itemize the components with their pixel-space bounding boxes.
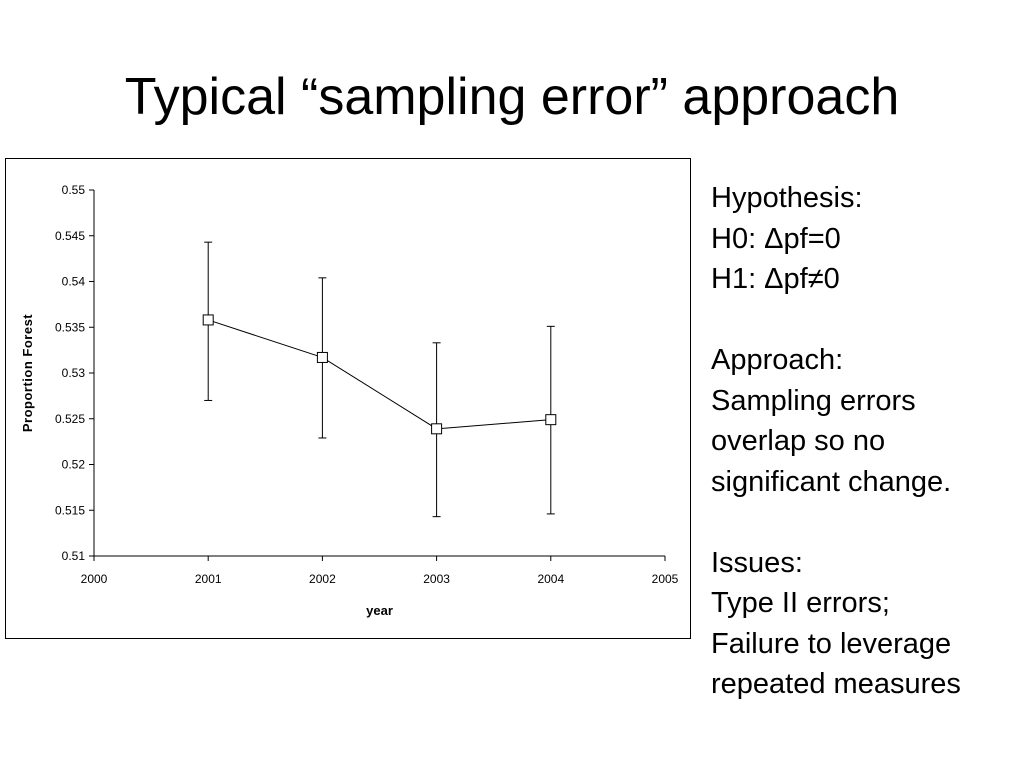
- data-point-marker: [202, 314, 214, 326]
- data-point-marker: [431, 423, 443, 435]
- y-tick-label: 0.51: [62, 549, 86, 563]
- notes-line: Hypothesis:: [711, 182, 863, 214]
- y-tick-label: 0.515: [55, 503, 85, 517]
- y-axis-title: Proportion Forest: [20, 314, 35, 432]
- notes-line: H0: Δpf=0: [711, 222, 841, 255]
- notes-line: H1: Δpf≠0: [711, 263, 840, 295]
- notes-line: Issues:: [711, 546, 803, 579]
- y-tick-label: 0.52: [62, 458, 86, 472]
- notes-line: Sampling errors: [711, 384, 916, 417]
- x-tick-label: 2002: [309, 572, 336, 586]
- notes-line: significant change.: [711, 465, 952, 498]
- y-tick-label: 0.525: [55, 412, 85, 426]
- series-line: [208, 319, 551, 430]
- x-tick-label: 2003: [423, 572, 450, 586]
- y-tick-label: 0.53: [62, 366, 86, 380]
- proportion-forest-chart: 0.51 0.515 0.52 0.525 0.53 0.535 0.54 0.545 0.55…: [20, 183, 679, 618]
- x-tick-label: 2000: [81, 572, 108, 586]
- hypothesis-notes: Hypothesis: H0: Δpf=0 H1: Δpf≠0 Approach: Sa…: [711, 178, 1016, 705]
- notes-line: Type II errors;: [711, 587, 890, 619]
- y-tick-label: 0.545: [55, 229, 85, 243]
- chart-frame: 0.51 0.515 0.52 0.525 0.53 0.535 0.54 0.545 0.55…: [5, 158, 691, 639]
- data-point-marker: [545, 414, 557, 426]
- notes-blank-line: [711, 502, 1016, 543]
- data-point-marker: [316, 351, 328, 363]
- x-axis-title: year: [366, 603, 393, 618]
- y-tick-label: 0.535: [55, 320, 85, 334]
- notes-line: Failure to leverage: [711, 627, 952, 660]
- x-tick-label: 2005: [652, 572, 679, 586]
- x-tick-label: 2004: [537, 572, 564, 586]
- notes-line: repeated measures: [711, 668, 961, 700]
- x-tick-label: 2001: [195, 572, 222, 586]
- y-tick-label: 0.54: [62, 275, 86, 289]
- slide-title: Typical “sampling error” approach: [124, 68, 900, 126]
- notes-line: overlap so no: [711, 425, 886, 457]
- notes-line: Approach:: [711, 344, 844, 376]
- y-tick-label: 0.55: [62, 183, 86, 197]
- notes-blank-line: [711, 300, 1016, 341]
